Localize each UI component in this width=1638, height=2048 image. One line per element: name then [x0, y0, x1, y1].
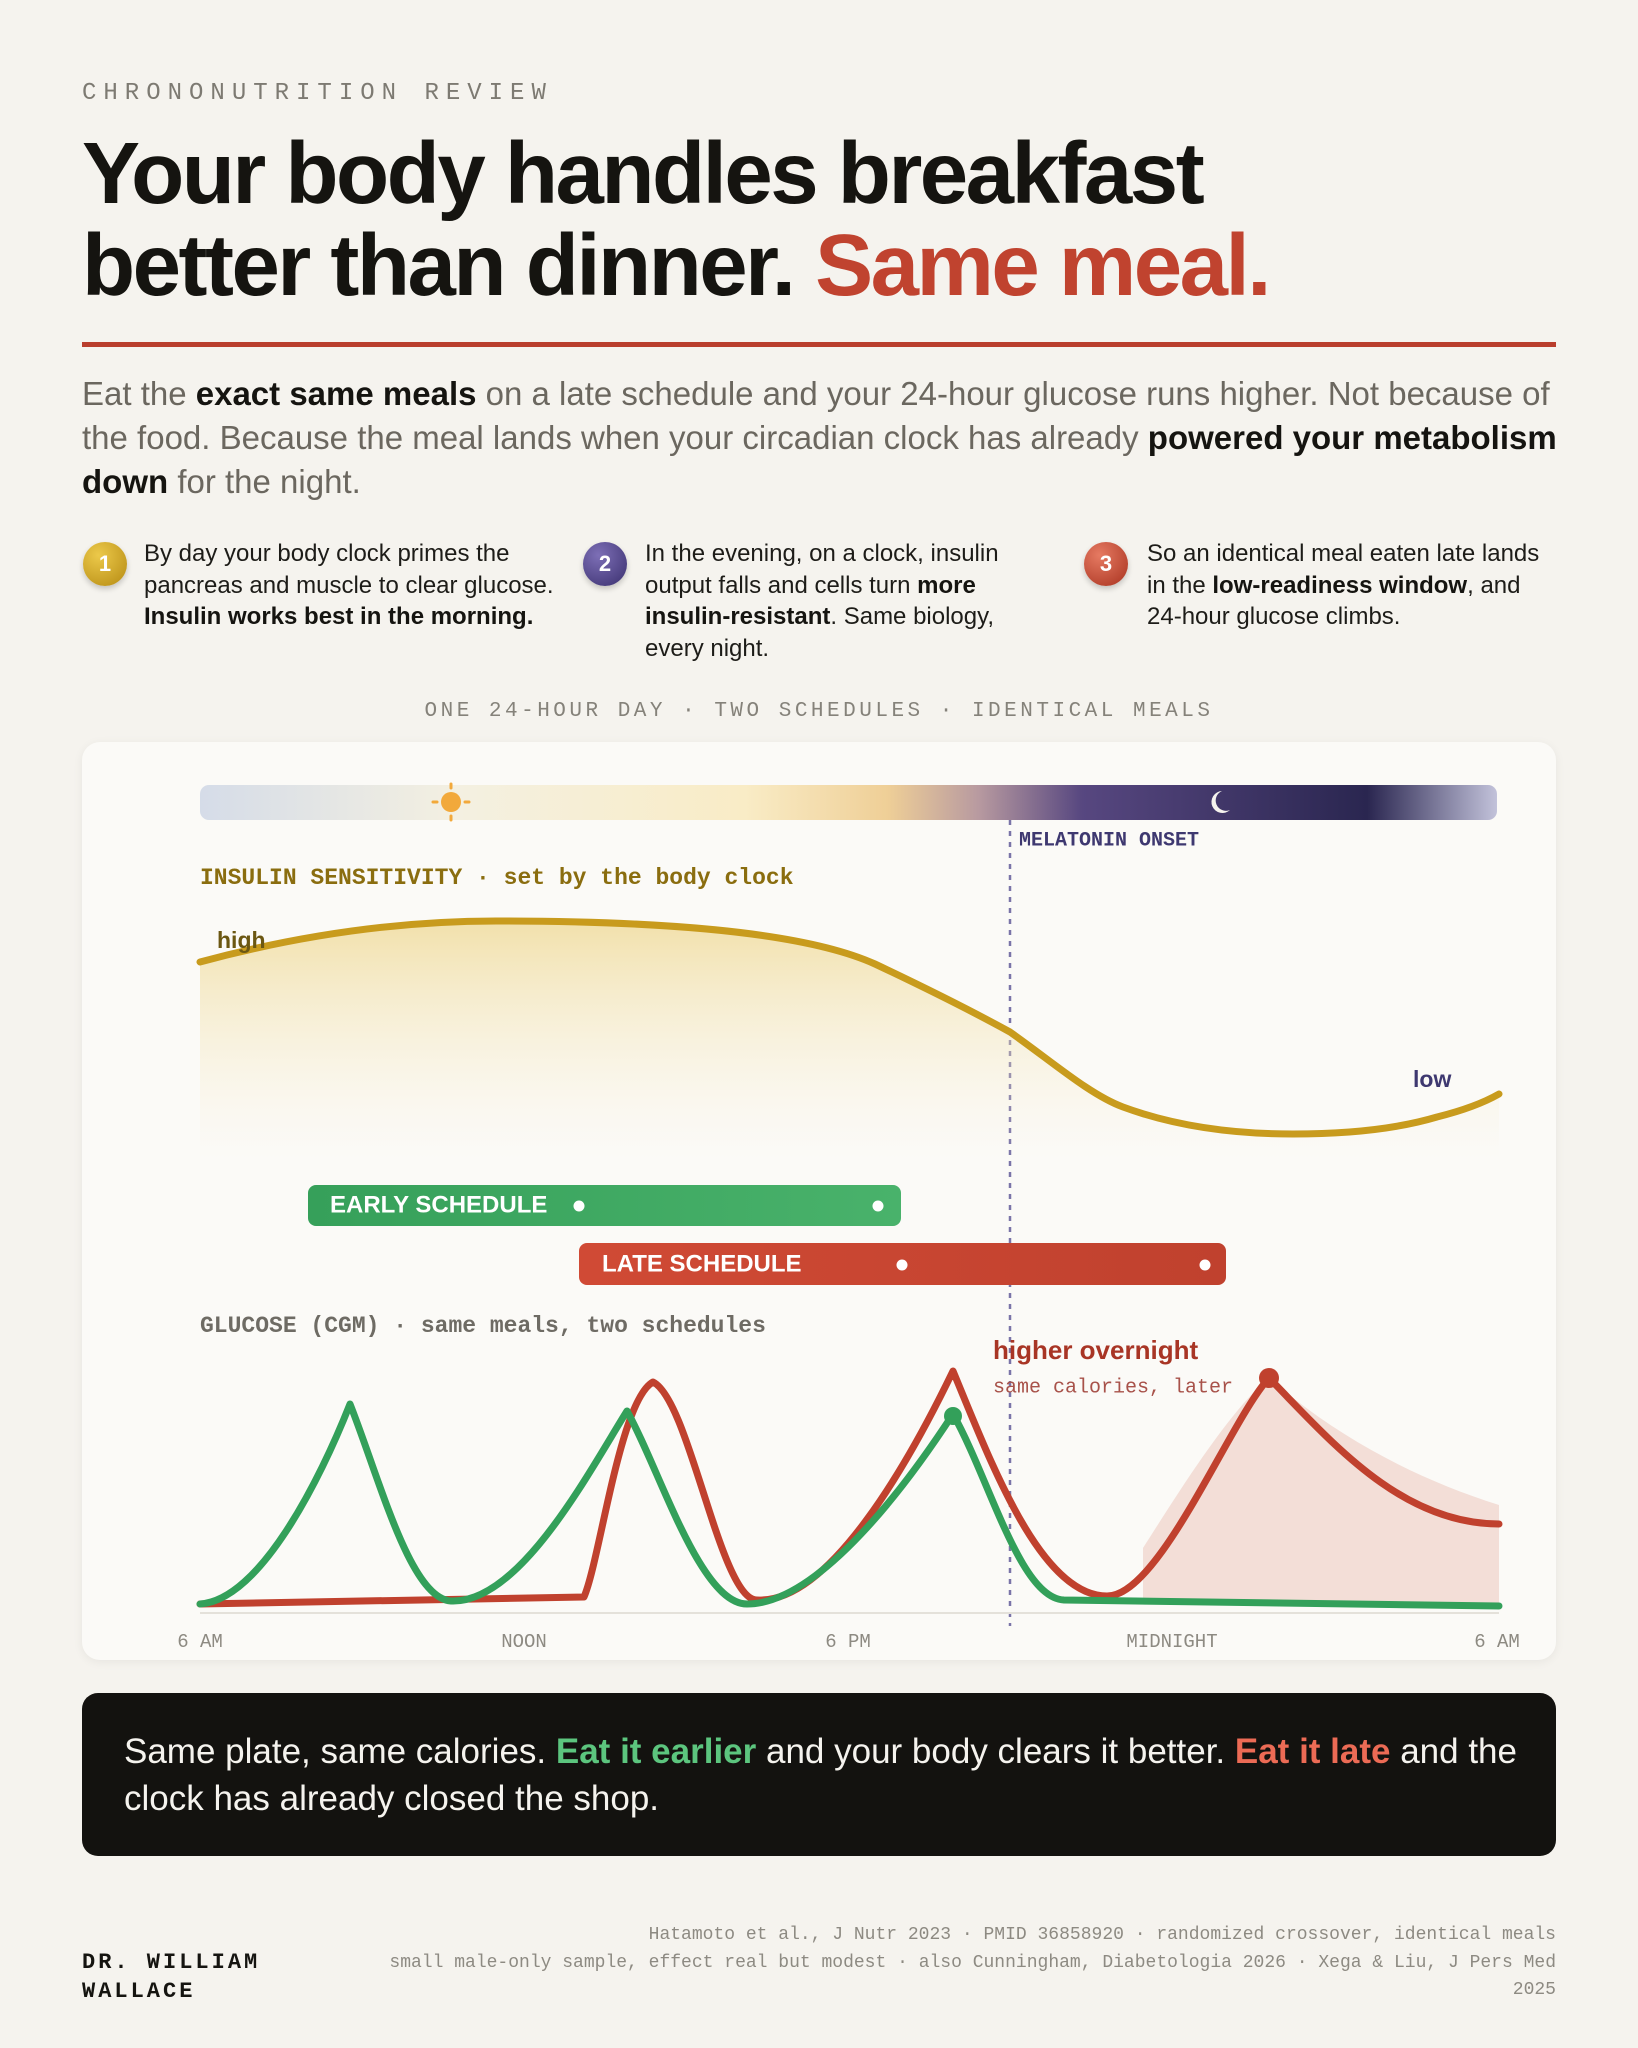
text-segment: exact same meals	[195, 375, 477, 412]
text-segment: and the clock has already closed the sho…	[124, 1732, 1517, 1818]
peak-dot	[944, 1407, 962, 1425]
step-badge: 3	[1084, 542, 1128, 586]
insulin-area	[200, 921, 1499, 1160]
title-text: better than dinner.	[82, 217, 796, 314]
author-line: DR. WILLIAM	[82, 1950, 261, 1975]
insulin-curve	[196, 917, 1503, 1138]
glucose-label: GLUCOSE (CGM) · same meals, two schedule…	[200, 1313, 766, 1339]
x-label: 6 AM	[177, 1631, 223, 1653]
citation-line: small male-only sample, effect real but …	[389, 1952, 1556, 2001]
early-label: EARLY SCHEDULE	[330, 1191, 547, 1218]
early-bar	[308, 1185, 901, 1226]
melatonin-label: MELATONIN ONSET	[1019, 829, 1199, 852]
text-segment: more insulin-resistant	[645, 571, 976, 631]
section-label: ONE 24-HOUR DAY · TWO SCHEDULES · IDENTI…	[424, 700, 1214, 723]
text-segment: By day your body clock primes the pancre…	[144, 540, 554, 599]
text-segment: powered your metabolism down	[82, 419, 1557, 500]
callout-box: Same plate, same calories. Eat it earlie…	[82, 1693, 1556, 1856]
x-label: 6 PM	[825, 1631, 871, 1653]
text-segment: for the night.	[168, 463, 361, 500]
text-segment: . Same biology, every night.	[645, 603, 995, 662]
late-label: LATE SCHEDULE	[602, 1250, 802, 1277]
title-accent: Same meal.	[815, 217, 1271, 314]
step-text: In the evening, on a clock, insulin outp…	[645, 538, 1055, 664]
meal-dot	[872, 1200, 884, 1212]
day-night-bar	[200, 785, 1497, 820]
author-line: WALLACE	[82, 1979, 196, 2004]
meal-dot	[1199, 1259, 1211, 1271]
meal-dot	[573, 1200, 585, 1212]
text-segment: , and 24-hour glucose climbs.	[1147, 571, 1521, 631]
kicker: CHRONONUTRITION REVIEW	[82, 80, 553, 107]
x-label: 6 AM	[1474, 1631, 1520, 1653]
peak-dot	[1259, 1368, 1279, 1388]
annotation-sub: same calories, later	[993, 1376, 1233, 1399]
title: Your body handles breakfast better than …	[82, 125, 1271, 314]
sun-icon	[431, 782, 471, 822]
lede: Eat the exact same meals on a late sched…	[82, 372, 1562, 504]
moon-icon	[1211, 791, 1230, 813]
text-segment: low-readiness window	[1212, 571, 1468, 599]
text-segment: Eat it earlier	[555, 1732, 757, 1771]
rule	[82, 342, 1556, 347]
chart: MELATONIN ONSET INSULIN SENSITIVITY · se…	[177, 782, 1520, 1653]
annotation: higher overnight	[993, 1335, 1198, 1365]
text-segment: Same plate, same calories.	[124, 1732, 556, 1771]
step-text: So an identical meal eaten late lands in…	[1147, 538, 1557, 633]
high-label: high	[217, 927, 266, 953]
text-segment: So an identical meal eaten late lands in…	[1147, 540, 1540, 599]
text-segment: Eat it late	[1234, 1732, 1391, 1771]
citation-line: Hatamoto et al., J Nutr 2023 · PMID 3685…	[648, 1925, 1556, 1945]
author: DR. WILLIAM WALLACE	[82, 1948, 260, 2006]
title-line: Your body handles breakfast	[82, 125, 1205, 222]
title-line: better than dinner. Same meal.	[82, 217, 1271, 314]
text-segment: Eat the	[82, 375, 196, 412]
text-segment: on a late schedule and your 24-hour gluc…	[82, 375, 1550, 456]
step-badge: 1	[83, 542, 127, 586]
step-badge: 2	[583, 542, 627, 586]
x-label: MIDNIGHT	[1126, 1631, 1217, 1653]
text-segment: and your body clears it better.	[756, 1732, 1235, 1771]
insulin-label: INSULIN SENSITIVITY · set by the body cl…	[200, 865, 794, 891]
callout-text: Same plate, same calories. Eat it earlie…	[124, 1728, 1524, 1822]
citations: Hatamoto et al., J Nutr 2023 · PMID 3685…	[366, 1922, 1556, 2005]
low-label: low	[1413, 1066, 1451, 1092]
text-segment: Insulin works best in the morning.	[144, 603, 534, 630]
text-segment: In the evening, on a clock, insulin outp…	[645, 540, 999, 599]
step-text: By day your body clock primes the pancre…	[144, 538, 554, 633]
meal-dot	[896, 1259, 908, 1271]
x-label: NOON	[501, 1631, 547, 1653]
